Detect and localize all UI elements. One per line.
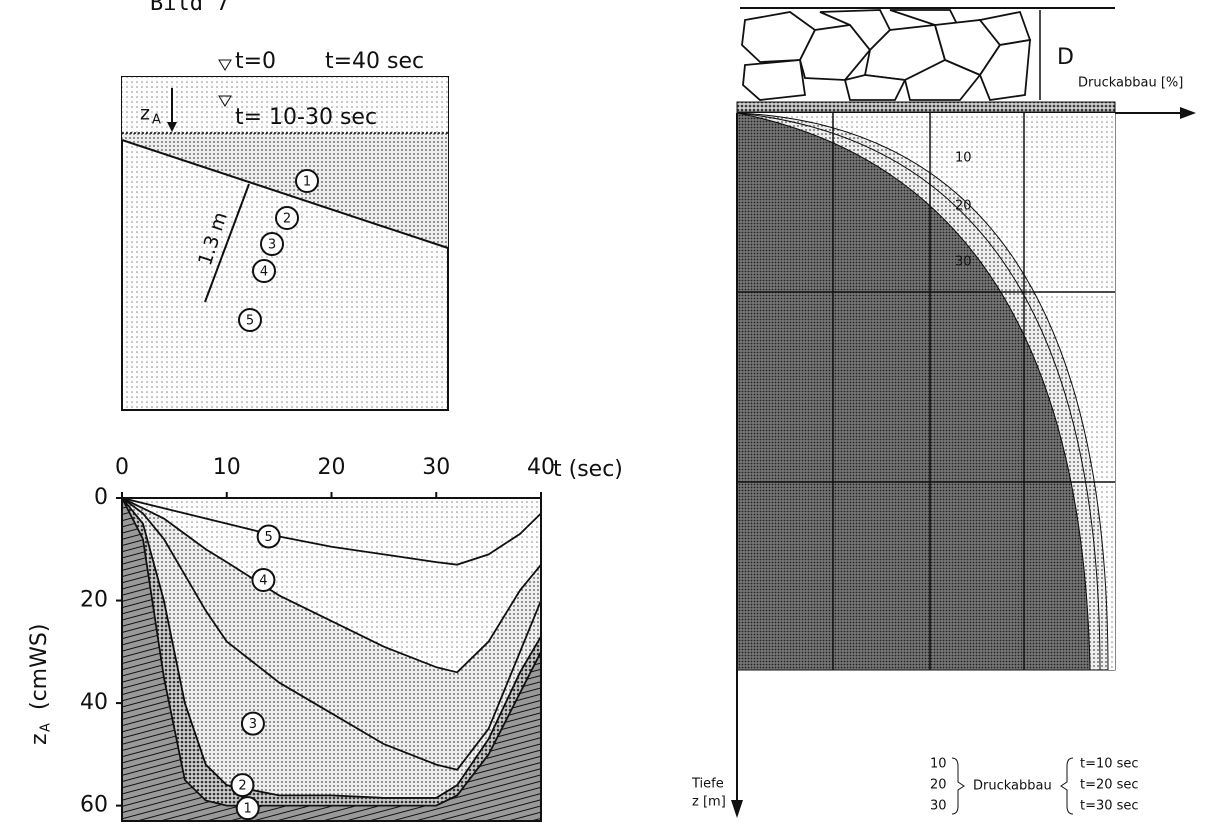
label: t= 10-30 sec <box>235 105 377 130</box>
y-tick-label: 0 <box>94 485 108 510</box>
figure: Bild 7 t=0 t=40 sec t= 10-30 sec z A 1.3… <box>0 0 1230 828</box>
point-label: 5 <box>246 314 254 329</box>
label: z [m] <box>692 795 726 810</box>
point-label: 4 <box>260 265 268 280</box>
label: Tiefe <box>691 777 724 792</box>
series-name: 3 <box>249 717 257 732</box>
label: z <box>140 103 150 125</box>
stones <box>742 10 1030 100</box>
label: t=40 sec <box>325 49 424 74</box>
y-tick-label: 20 <box>80 588 108 613</box>
y-tick-label: 40 <box>80 690 108 715</box>
x-tick-label: 10 <box>213 455 241 480</box>
curve-label: 20 <box>955 199 972 214</box>
y-label-unit: (cmWS) <box>27 624 52 710</box>
water-symbol <box>219 60 231 70</box>
x-axis-label: t (sec) <box>553 457 623 482</box>
y-label: z <box>27 733 52 745</box>
series-name: 4 <box>259 574 267 589</box>
y-label-sub: A <box>39 723 54 732</box>
legend-text: Druckabbau <box>973 779 1052 794</box>
x-tick-label: 30 <box>422 455 450 480</box>
y-axis-label: z A (cmWS) <box>27 624 54 745</box>
legend-number: 20 <box>930 778 947 793</box>
legend-text: t=30 sec <box>1080 799 1139 814</box>
x-tick-label: 20 <box>318 455 346 480</box>
series-name: 5 <box>265 530 273 545</box>
arrow-head <box>1180 107 1196 119</box>
point-label: 1 <box>303 175 311 190</box>
point-label: 2 <box>283 212 291 227</box>
legend-number: 30 <box>930 799 947 814</box>
brace <box>1061 758 1073 814</box>
x-tick-label: 40 <box>527 455 555 480</box>
arrow-head <box>731 800 743 818</box>
figure-label: Bild 7 <box>150 0 229 16</box>
curve-label: 30 <box>955 255 972 270</box>
legend-text: t=10 sec <box>1080 757 1139 772</box>
point-label: 3 <box>268 238 276 253</box>
filter-layer <box>737 102 1115 112</box>
curve-label: 10 <box>955 151 972 166</box>
legend-text: t=20 sec <box>1080 778 1139 793</box>
label: A <box>152 113 161 128</box>
label: D <box>1057 45 1074 70</box>
axis-label: Druckabbau [%] <box>1078 76 1183 91</box>
pressure-diagram: D Druckabbau [%] 10 20 30 Tiefe z [m] 10… <box>691 8 1196 818</box>
time-chart: 0 10 20 30 40 0 20 40 60 1 2 3 4 5 <box>80 455 555 821</box>
legend-number: 10 <box>930 757 947 772</box>
brace <box>952 758 964 814</box>
x-tick-label: 0 <box>115 455 129 480</box>
series-name: 1 <box>244 802 252 817</box>
y-tick-label: 60 <box>80 793 108 818</box>
label: t=0 <box>235 49 276 74</box>
series-name: 2 <box>238 779 246 794</box>
